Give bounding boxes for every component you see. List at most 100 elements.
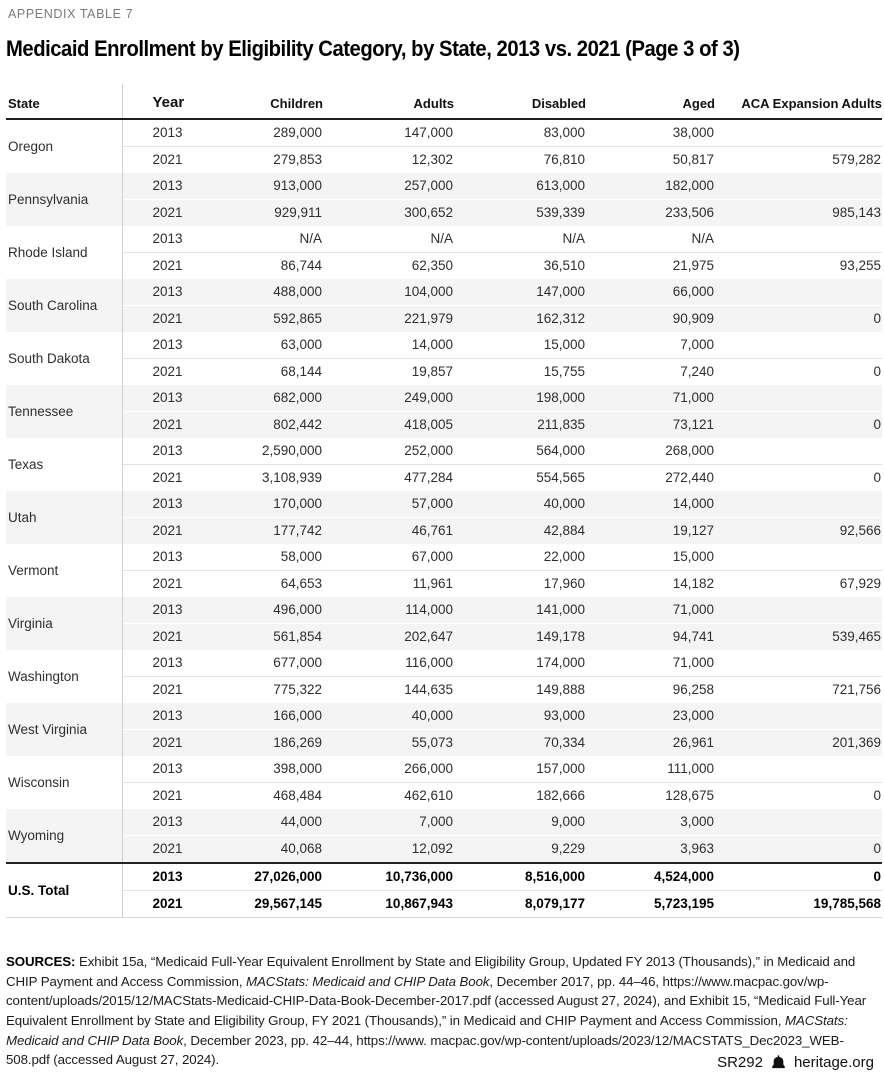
aged-cell: 272,440 [665, 470, 714, 485]
aca-cell: 0 [715, 862, 882, 891]
disabled-cell: 93,000 [454, 703, 586, 730]
disabled-cell: 198,000 [454, 385, 586, 412]
year-cell: 2013 [122, 809, 206, 836]
table-row: U.S. Total 2013 27,026,000 10,736,000 8,516,… [6, 862, 882, 918]
column-header-disabled: Disabled [454, 84, 586, 120]
adults-cell: 266,000 [323, 756, 454, 783]
disabled-cell: 554,565 [536, 470, 585, 485]
aged-cell: 19,127 [586, 517, 715, 544]
table-row: Utah 2013 170,000 57,000 40,000 14,000 [6, 491, 882, 544]
state-cell: West Virginia [6, 703, 123, 756]
table-row: Wyoming 2013 44,000 7,000 9,000 3,000 [6, 809, 882, 863]
aca-cell [715, 332, 882, 359]
aca-cell: 19,785,568 [715, 890, 882, 918]
year-cell: 2021 [122, 890, 206, 918]
adults-cell: 257,000 [323, 173, 454, 200]
adults-cell: 418,005 [323, 411, 454, 438]
children-cell: 86,744 [280, 258, 322, 273]
sources-segment: MACStats: Medicaid and CHIP Data Book [6, 1013, 848, 1048]
aged-cell: 7,000 [586, 332, 715, 359]
table-row: 2021 68,144 19,857 15,755 7,240 0 [6, 359, 882, 386]
table-row: Pennsylvania 2013 913,000 257,000 613,000 182… [6, 173, 882, 226]
table-row: 2021 561,854 202,647 149,178 94,741 539,465 [6, 623, 882, 650]
adults-cell: 300,652 [323, 199, 454, 226]
disabled-cell: 157,000 [454, 756, 586, 783]
children-cell: 29,567,145 [206, 890, 323, 918]
adults-cell: 252,000 [323, 438, 454, 465]
year-cell: 2021 [122, 305, 206, 332]
year-cell: 2021 [122, 411, 206, 438]
children-cell: 2,590,000 [206, 438, 323, 465]
aged-cell: N/A [586, 226, 715, 253]
adults-cell: 10,867,943 [323, 890, 454, 918]
aca-cell: 0 [873, 788, 881, 803]
adults-cell: 12,092 [323, 835, 454, 863]
aged-cell: 71,000 [586, 597, 715, 624]
table-row: 2021 3,108,939 477,284 554,565 272,440 0 [6, 465, 882, 492]
table-row: 2021 86,744 62,350 36,510 21,975 93,255 [6, 253, 882, 280]
state-cell: Pennsylvania [6, 173, 123, 226]
children-cell: 561,854 [206, 623, 323, 650]
year-cell: 2013 [122, 703, 206, 730]
aged-cell: 71,000 [586, 650, 715, 677]
sources-segment: MACStats: Medicaid and CHIP Data Book [246, 973, 490, 989]
adults-cell: 144,635 [404, 682, 453, 697]
disabled-cell: 8,079,177 [454, 890, 586, 918]
column-header-year: Year [122, 84, 206, 120]
year-cell: 2013 [122, 119, 206, 147]
table-row: 2021 29,567,145 10,867,943 8,079,177 5,723,1… [6, 890, 882, 918]
adults-cell: 46,761 [323, 517, 454, 544]
children-cell: 398,000 [206, 756, 323, 783]
aca-cell [715, 491, 882, 518]
aged-cell: 90,909 [586, 305, 715, 332]
disabled-cell: 141,000 [454, 597, 586, 624]
aged-cell: 3,000 [586, 809, 715, 836]
aged-cell: 7,240 [680, 364, 714, 379]
children-cell: 592,865 [206, 305, 323, 332]
table-header: State Year Children Adults Disabled Aged… [6, 84, 882, 120]
aca-cell: 0 [873, 364, 881, 379]
sources-segment: SOURCES: [6, 954, 79, 969]
column-header-children: Children [206, 84, 323, 120]
children-cell: 289,000 [206, 119, 323, 147]
disabled-cell: 40,000 [454, 491, 586, 518]
aca-cell: 93,255 [839, 258, 881, 273]
children-cell: 279,853 [273, 152, 322, 167]
table-row: 2021 186,269 55,073 70,334 26,961 201,369 [6, 729, 882, 756]
aca-cell: 201,369 [715, 729, 882, 756]
children-cell: 64,653 [280, 576, 322, 591]
medicaid-enrollment-table: State Year Children Adults Disabled Aged… [6, 84, 882, 918]
children-cell: N/A [206, 226, 323, 253]
year-cell: 2021 [122, 517, 206, 544]
children-cell: 177,742 [206, 517, 323, 544]
table-row: 2021 929,911 300,652 539,339 233,506 985,143 [6, 199, 882, 226]
year-cell: 2021 [152, 682, 183, 697]
disabled-cell: 182,666 [536, 788, 585, 803]
children-cell: 186,269 [206, 729, 323, 756]
table-row: 2021 592,865 221,979 162,312 90,909 0 [6, 305, 882, 332]
page-title: Medicaid Enrollment by Eligibility Categ… [6, 36, 740, 61]
aged-cell: 26,961 [586, 729, 715, 756]
adults-cell: 12,302 [411, 152, 453, 167]
aca-cell [715, 438, 882, 465]
table-row: 2021 802,442 418,005 211,835 73,121 0 [6, 411, 882, 438]
adults-cell: 202,647 [323, 623, 454, 650]
site-link: heritage.org [793, 1054, 874, 1071]
aged-cell: 182,000 [586, 173, 715, 200]
state-cell: Tennessee [6, 385, 123, 438]
disabled-cell: 564,000 [454, 438, 586, 465]
aca-cell: 985,143 [715, 199, 882, 226]
aca-cell [715, 597, 882, 624]
sources-segment: , December 2023, pp. 42–44, https://www.… [6, 1032, 844, 1068]
state-cell: South Carolina [6, 279, 123, 332]
column-header-aged: Aged [586, 84, 715, 120]
children-cell: 802,442 [206, 411, 323, 438]
children-cell: 468,484 [273, 788, 322, 803]
children-cell: 496,000 [206, 597, 323, 624]
aged-cell: 111,000 [586, 756, 715, 783]
state-cell: South Dakota [6, 332, 123, 385]
table-body: Oregon 2013 289,000 147,000 83,000 38,000 2021… [6, 119, 882, 918]
disabled-cell: 539,339 [454, 199, 586, 226]
aca-cell: 92,566 [715, 517, 882, 544]
aged-cell: 4,524,000 [586, 862, 715, 891]
